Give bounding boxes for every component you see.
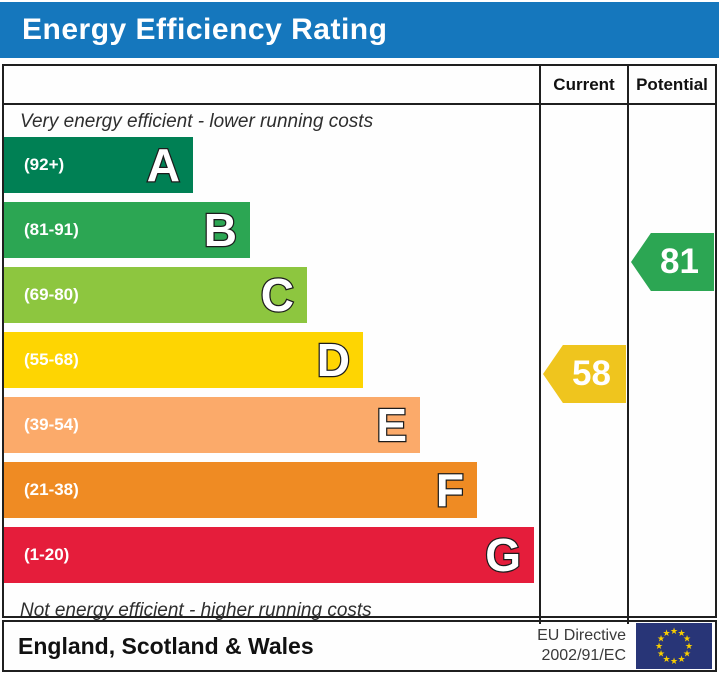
band-row-g: (1-20) G — [4, 527, 534, 583]
table-body-row: Very energy efficient - lower running co… — [4, 105, 715, 624]
band-row-a: (92+) A — [4, 137, 193, 193]
svg-text:★: ★ — [657, 650, 665, 660]
current-column: 58 — [539, 105, 627, 624]
band-letter: D — [316, 333, 352, 388]
potential-rating-value: 81 — [660, 242, 699, 281]
current-rating-arrow: 58 — [543, 345, 626, 403]
band-row-c: (69-80) C — [4, 267, 307, 323]
band-list: (92+) A (81-91) B (69-80) C (55-68) D (39-54) E (2… — [4, 137, 539, 592]
band-range-label: (81-91) — [24, 220, 79, 239]
svg-text:★: ★ — [670, 627, 678, 637]
potential-column: 81 — [627, 105, 715, 624]
eu-directive-line1: EU Directive — [537, 627, 626, 644]
svg-text:★: ★ — [683, 635, 691, 645]
svg-text:★: ★ — [655, 642, 663, 652]
eu-flag-icon: ★ ★ ★ ★ ★ ★ ★ ★ ★ ★ ★ ★ — [636, 623, 712, 669]
svg-text:★: ★ — [677, 655, 685, 665]
band-letter: B — [203, 203, 239, 258]
band-range-label: (69-80) — [24, 285, 79, 304]
band-row-e: (39-54) E — [4, 397, 420, 453]
svg-text:★: ★ — [683, 650, 691, 660]
band-range-label: (55-68) — [24, 350, 79, 369]
band-letter: F — [435, 463, 466, 518]
svg-text:★: ★ — [662, 629, 670, 639]
potential-column-header: Potential — [627, 66, 715, 103]
band-range-label: (92+) — [24, 155, 65, 174]
current-column-header: Current — [539, 66, 627, 103]
eu-directive-line2: 2002/91/EC — [541, 647, 626, 664]
page-title: Energy Efficiency Rating — [22, 13, 388, 46]
region-label: England, Scotland & Wales — [18, 632, 314, 659]
svg-text:★: ★ — [685, 642, 693, 652]
band-range-label: (21-38) — [24, 480, 79, 499]
current-rating-value: 58 — [572, 354, 611, 393]
bottom-note: Not energy efficient - higher running co… — [20, 600, 372, 621]
band-range-label: (1-20) — [24, 545, 70, 564]
band-row-f: (21-38) F — [4, 462, 477, 518]
svg-text:★: ★ — [657, 635, 665, 645]
potential-rating-arrow: 81 — [631, 233, 714, 291]
top-note: Very energy efficient - lower running co… — [20, 111, 374, 132]
band-range-label: (39-54) — [24, 415, 79, 434]
svg-text:★: ★ — [670, 657, 678, 667]
footer-bar: England, Scotland & Wales EU Directive 2… — [2, 620, 717, 672]
title-bar: Energy Efficiency Rating — [0, 2, 719, 58]
header-spacer-cell — [4, 66, 539, 103]
band-letter: C — [260, 268, 296, 323]
band-letter: A — [146, 138, 182, 193]
band-row-b: (81-91) B — [4, 202, 250, 258]
svg-text:★: ★ — [662, 655, 670, 665]
epc-rating-table: Current Potential Very energy efficient … — [2, 64, 717, 624]
band-letter: E — [375, 398, 408, 453]
band-letter: G — [484, 528, 522, 583]
svg-text:★: ★ — [677, 629, 685, 639]
table-header-row: Current Potential — [4, 66, 715, 105]
band-row-d: (55-68) D — [4, 332, 363, 388]
rating-bands-area: Very energy efficient - lower running co… — [4, 105, 539, 624]
eu-directive-label: EU Directive 2002/91/EC — [537, 626, 626, 666]
